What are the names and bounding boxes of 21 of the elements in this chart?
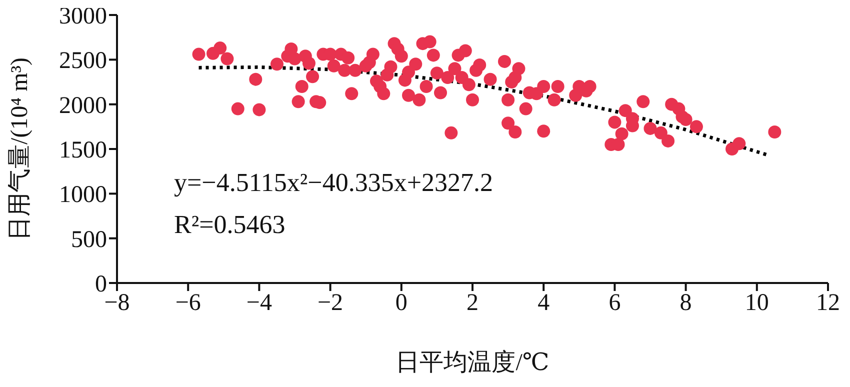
x-tick-label: 2	[466, 290, 478, 316]
x-tick-label: −4	[246, 290, 272, 316]
x-tick-label: 12	[816, 290, 840, 316]
x-tick-label: 8	[680, 290, 692, 316]
x-axis-title: 日平均温度/℃	[396, 349, 550, 376]
x-tick-label: −2	[318, 290, 344, 316]
x-tick-label: 0	[395, 290, 408, 316]
annotation: y=−4.5115x²−40.335x+2327.2	[174, 168, 493, 198]
y-tick-label: 1000	[59, 182, 107, 208]
x-tick-label: −6	[175, 290, 201, 316]
x-tick-label: 10	[744, 290, 769, 316]
y-tick-label: 0	[95, 272, 107, 298]
y-tick-label: 2000	[59, 92, 107, 119]
x-tick-label: −8	[104, 290, 130, 316]
y-tick-label: 1500	[59, 138, 107, 164]
annotation: R²=0.5463	[174, 210, 286, 240]
y-tick-label: 2500	[59, 48, 107, 74]
y-tick-label: 3000	[59, 4, 107, 30]
x-tick-label: 4	[538, 290, 550, 316]
y-tick-label: 500	[71, 226, 107, 253]
x-tick-label: 6	[608, 290, 621, 316]
